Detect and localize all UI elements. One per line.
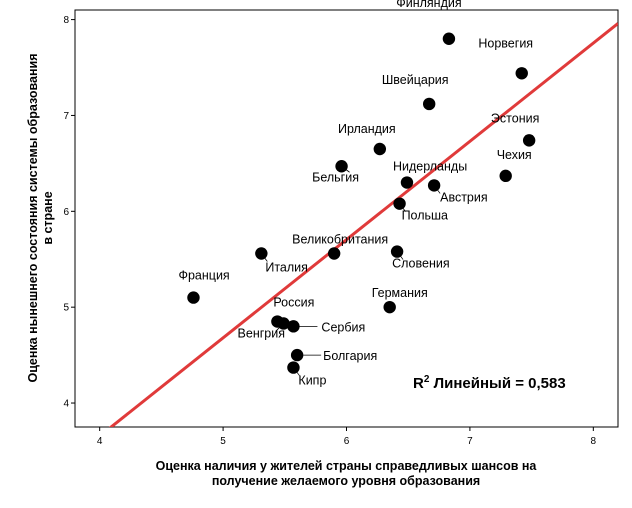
y-axis-title-line-1: Оценка нынешнего состояния системы образ…	[26, 53, 40, 382]
data-point-17	[277, 317, 290, 330]
point-label: Австрия	[440, 190, 488, 204]
point-label: Италия	[265, 260, 308, 274]
point-label: Франция	[178, 269, 229, 283]
data-point-1	[442, 32, 456, 45]
x-axis-title-line-1: Оценка наличия у жителей страны справедл…	[156, 459, 538, 473]
point-label: Кипр	[298, 374, 326, 388]
data-point-2	[515, 67, 528, 80]
point-label: Норвегия	[478, 36, 533, 50]
point-label: Швейцария	[382, 73, 449, 87]
data-point-12	[255, 247, 268, 260]
point-label: Ирландия	[338, 122, 396, 136]
y-tick-label: 6	[63, 207, 69, 218]
data-point-11	[327, 247, 341, 260]
y-tick-label: 5	[63, 303, 69, 314]
point-label: Венгрия	[238, 326, 285, 340]
data-point-10	[393, 197, 406, 210]
x-tick-label: 8	[591, 436, 597, 447]
data-point-6	[335, 160, 348, 173]
data-point-4	[522, 134, 536, 147]
r-squared-annotation: R2 Линейный = 0,583	[413, 374, 566, 392]
data-point-9	[427, 179, 441, 192]
point-label: Нидерланды	[393, 160, 467, 174]
data-point-5	[373, 142, 387, 156]
point-label: Финляндия	[396, 0, 461, 10]
x-tick-label: 5	[220, 436, 226, 447]
data-point-13	[390, 245, 404, 258]
x-axis-title-line-2: получение желаемого уровня образования	[212, 474, 480, 488]
y-tick-label: 8	[63, 15, 69, 26]
point-label: Бельгия	[312, 170, 359, 184]
point-label: Болгария	[323, 349, 377, 363]
point-label: Чехия	[497, 148, 532, 162]
point-label: Польша	[402, 209, 448, 223]
data-point-20	[287, 361, 300, 374]
x-tick-label: 4	[97, 436, 103, 447]
point-label: Словения	[392, 257, 450, 271]
regression-line	[108, 22, 618, 427]
point-label: Россия	[273, 296, 314, 310]
data-point-18	[287, 320, 300, 333]
point-label: Сербия	[321, 320, 365, 334]
y-tick-label: 4	[63, 399, 69, 410]
data-point-7	[499, 169, 512, 183]
point-label: Эстония	[491, 111, 539, 125]
point-label: Великобритания	[292, 232, 388, 246]
y-tick-label: 7	[63, 111, 69, 122]
data-point-3	[422, 97, 436, 111]
data-point-15	[383, 300, 396, 314]
point-label: Германия	[372, 286, 428, 300]
data-point-19	[290, 348, 304, 362]
data-point-14	[187, 291, 200, 304]
x-tick-label: 7	[467, 436, 473, 447]
x-tick-label: 6	[344, 436, 350, 447]
data-point-8	[400, 176, 414, 189]
y-axis-title-line-2: в стране	[41, 191, 55, 244]
plot-area	[74, 9, 619, 428]
